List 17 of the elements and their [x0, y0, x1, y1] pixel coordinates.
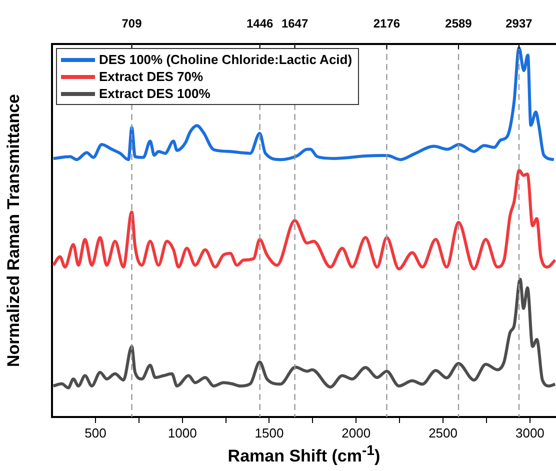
ref-line-label: 2937 — [506, 16, 533, 30]
ref-line-label: 1647 — [281, 16, 308, 30]
x-tick-label: 2500 — [428, 425, 458, 440]
x-axis-title: Raman Shift (cm$^{-1}$) — [226, 443, 382, 467]
x-tick-label: 2000 — [342, 425, 371, 440]
legend-label: Extract DES 100% — [99, 85, 210, 102]
ref-line-label: 709 — [122, 16, 142, 30]
legend-label: DES 100% (Choline Chloride:Lactic Acid) — [99, 51, 352, 68]
ref-line-label: 2176 — [373, 16, 400, 30]
x-tick-label: 500 — [84, 425, 106, 440]
ref-line-label: 1446 — [246, 16, 274, 30]
y-axis-title: Normalized Raman Transmittance — [4, 94, 23, 368]
x-tick-label: 1500 — [254, 425, 284, 440]
legend-label: Extract DES 70% — [99, 68, 204, 85]
x-tick-label: 3000 — [515, 425, 544, 440]
x-tick-label: 1000 — [168, 425, 197, 440]
ref-line-label: 2589 — [445, 16, 472, 30]
